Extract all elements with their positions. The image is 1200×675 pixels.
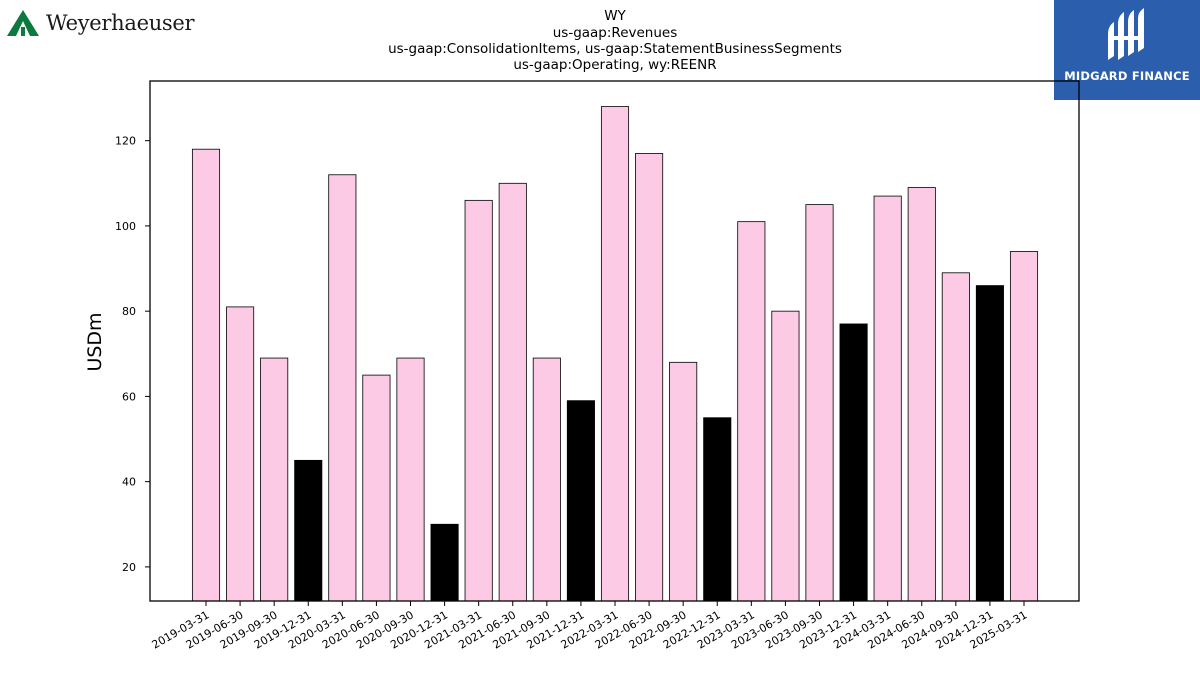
y-tick-label: 100: [115, 220, 136, 233]
bar-2022-12-31: [703, 417, 732, 602]
y-tick-label: 20: [122, 561, 136, 574]
bar-2019-12-31: [294, 459, 323, 602]
weyerhaeuser-logo: Weyerhaeuser: [6, 6, 195, 40]
bar-2022-06-30: [635, 153, 664, 602]
bar-2019-03-31: [191, 148, 221, 602]
y-tick-label: 80: [122, 305, 136, 318]
bar-2023-12-31: [839, 323, 868, 602]
bar-2019-09-30: [260, 357, 289, 602]
x-axis: 2019-03-312019-06-302019-09-302019-12-31…: [150, 601, 1030, 652]
bar-2025-03-31: [1009, 251, 1039, 602]
y-tick-label: 60: [122, 390, 136, 403]
weyerhaeuser-tree-icon: [7, 10, 39, 36]
bar-2021-09-30: [532, 357, 561, 602]
bar-2019-06-30: [226, 306, 255, 602]
y-axis-label: USDm: [84, 312, 106, 371]
bar-2022-09-30: [669, 361, 698, 602]
bars-group: [191, 106, 1039, 602]
y-tick-label: 120: [115, 135, 136, 148]
bar-2022-03-31: [600, 106, 630, 602]
bar-2023-03-31: [737, 221, 766, 602]
chart-title-line-3: us-gaap:ConsolidationItems, us-gaap:Stat…: [388, 41, 842, 57]
bar-2020-06-30: [362, 374, 391, 602]
bar-2020-03-31: [328, 174, 357, 602]
y-axis: 20 40 60 80 100 120: [115, 135, 150, 574]
bar-2021-06-30: [498, 182, 527, 602]
chart-title-line-4: us-gaap:Operating, wy:REENR: [513, 57, 716, 73]
bar-2024-12-31: [975, 285, 1004, 602]
bar-2023-09-30: [805, 204, 834, 602]
bar-2023-06-30: [771, 310, 800, 602]
plot-frame: [149, 80, 1080, 602]
bar-2020-09-30: [396, 357, 425, 602]
bar-2024-06-30: [907, 187, 936, 602]
bar-2020-12-31: [430, 523, 459, 602]
chart-title-line-1: WY: [604, 8, 626, 24]
y-tick-label: 40: [122, 476, 136, 489]
bar-2024-09-30: [941, 272, 970, 602]
bar-2021-03-31: [464, 199, 493, 602]
midgard-finance-wordmark: MIDGARD FINANCE: [1064, 69, 1190, 83]
bar-2024-03-31: [873, 195, 902, 602]
weyerhaeuser-wordmark: Weyerhaeuser: [46, 11, 195, 35]
chart-title-line-2: us-gaap:Revenues: [553, 25, 678, 41]
midgard-mark-icon: [1108, 8, 1144, 60]
chart-title: WY us-gaap:Revenues us-gaap:Consolidatio…: [388, 8, 842, 73]
bar-2021-12-31: [566, 400, 595, 602]
midgard-finance-logo: MIDGARD FINANCE: [1054, 0, 1200, 100]
